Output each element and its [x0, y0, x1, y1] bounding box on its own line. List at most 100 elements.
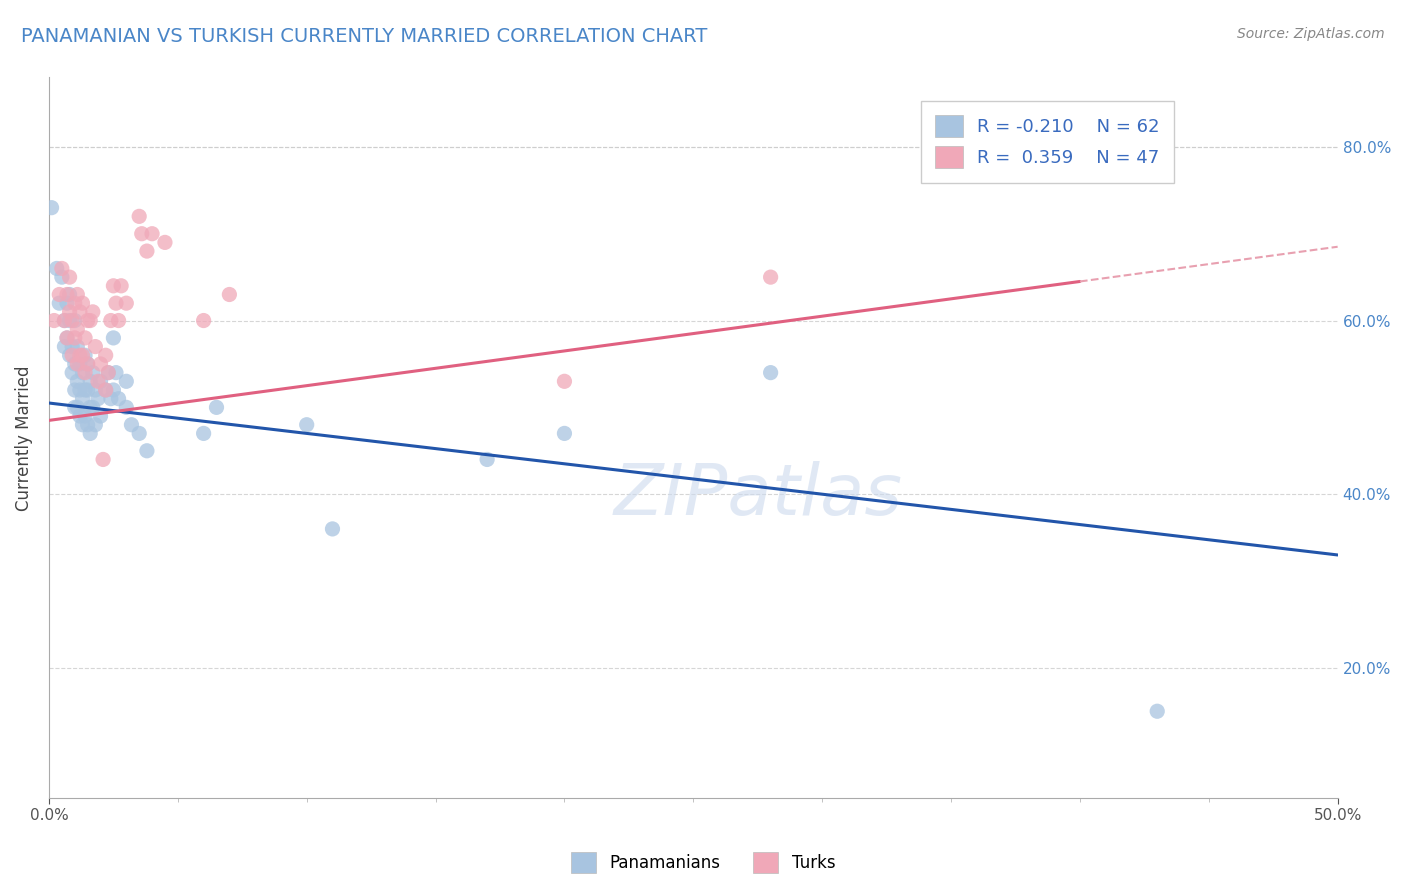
Legend: Panamanians, Turks: Panamanians, Turks: [564, 846, 842, 880]
Point: [94, 383, 117, 397]
Point: [135, 443, 157, 458]
Point: [87, 374, 110, 388]
Point: [63, 357, 86, 371]
Point: [69, 409, 91, 423]
Point: [45, 261, 67, 276]
Point: [66, 340, 89, 354]
Point: [66, 322, 89, 336]
Point: [63, 296, 86, 310]
Point: [66, 401, 89, 415]
Point: [107, 392, 129, 406]
Point: [73, 383, 96, 397]
Point: [79, 426, 101, 441]
Point: [58, 313, 80, 327]
Point: [110, 278, 132, 293]
Point: [72, 296, 94, 310]
Point: [76, 383, 98, 397]
Point: [76, 357, 98, 371]
Point: [56, 331, 79, 345]
Y-axis label: Currently Married: Currently Married: [15, 365, 32, 510]
Point: [103, 383, 125, 397]
Point: [60, 313, 83, 327]
Text: Source: ZipAtlas.com: Source: ZipAtlas.com: [1237, 27, 1385, 41]
Point: [69, 305, 91, 319]
Point: [153, 235, 176, 250]
Point: [84, 417, 107, 432]
Point: [73, 348, 96, 362]
Point: [69, 383, 91, 397]
Point: [1146, 704, 1168, 718]
Point: [63, 331, 86, 345]
Point: [115, 374, 138, 388]
Point: [48, 287, 70, 301]
Point: [131, 227, 153, 241]
Point: [87, 392, 110, 406]
Point: [66, 287, 89, 301]
Point: [128, 426, 150, 441]
Point: [107, 313, 129, 327]
Point: [79, 374, 101, 388]
Point: [97, 366, 120, 380]
Point: [63, 401, 86, 415]
Point: [69, 357, 91, 371]
Point: [89, 374, 111, 388]
Point: [76, 313, 98, 327]
Point: [104, 366, 127, 380]
Point: [76, 417, 98, 432]
Point: [42, 313, 65, 327]
Point: [321, 522, 343, 536]
Point: [51, 261, 73, 276]
Point: [193, 426, 215, 441]
Point: [104, 296, 127, 310]
Point: [84, 340, 107, 354]
Point: [69, 348, 91, 362]
Point: [82, 366, 104, 380]
Point: [60, 366, 83, 380]
Point: [41, 201, 63, 215]
Point: [84, 383, 107, 397]
Point: [72, 366, 94, 380]
Point: [115, 401, 138, 415]
Point: [193, 313, 215, 327]
Point: [89, 357, 111, 371]
Point: [48, 296, 70, 310]
Point: [73, 409, 96, 423]
Legend: R = -0.210    N = 62, R =  0.359    N = 47: R = -0.210 N = 62, R = 0.359 N = 47: [921, 101, 1174, 183]
Point: [94, 348, 117, 362]
Point: [63, 313, 86, 327]
Point: [94, 383, 117, 397]
Point: [135, 244, 157, 258]
Point: [73, 331, 96, 345]
Point: [82, 305, 104, 319]
Point: [63, 383, 86, 397]
Point: [53, 340, 76, 354]
Point: [79, 401, 101, 415]
Point: [58, 270, 80, 285]
Point: [56, 287, 79, 301]
Point: [218, 287, 240, 301]
Point: [53, 313, 76, 327]
Point: [89, 409, 111, 423]
Point: [100, 392, 122, 406]
Point: [759, 270, 782, 285]
Point: [120, 417, 142, 432]
Point: [91, 452, 114, 467]
Point: [72, 392, 94, 406]
Point: [97, 366, 120, 380]
Point: [76, 357, 98, 371]
Point: [58, 305, 80, 319]
Point: [759, 366, 782, 380]
Point: [100, 313, 122, 327]
Point: [115, 296, 138, 310]
Point: [72, 417, 94, 432]
Point: [475, 452, 498, 467]
Point: [53, 313, 76, 327]
Point: [553, 374, 575, 388]
Point: [141, 227, 163, 241]
Point: [553, 426, 575, 441]
Point: [73, 366, 96, 380]
Text: ZIPatlas: ZIPatlas: [613, 461, 903, 530]
Point: [60, 348, 83, 362]
Point: [79, 313, 101, 327]
Point: [60, 340, 83, 354]
